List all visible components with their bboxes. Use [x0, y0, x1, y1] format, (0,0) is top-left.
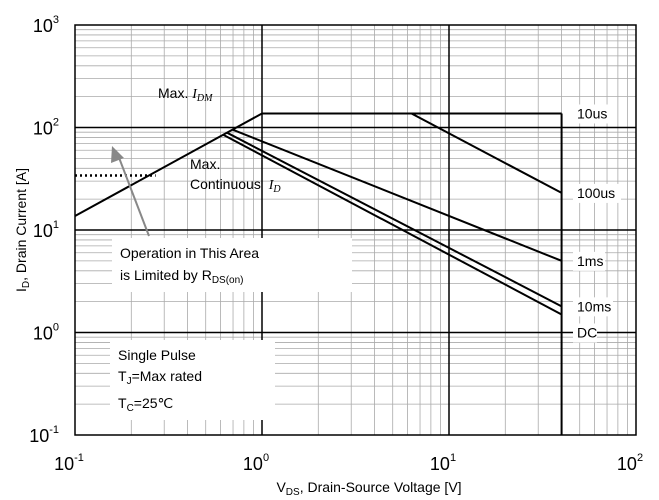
x-tick-label: 100 [243, 452, 269, 474]
series-label-DC: DC [577, 325, 597, 341]
series-line-10us [74, 112, 562, 217]
y-tick-labels: 10-1 100 101 102 103 [29, 14, 59, 446]
plot-frame [74, 24, 637, 436]
y-tick-label: 102 [33, 117, 59, 139]
x-tick-label: 101 [430, 452, 456, 474]
series-line-100us [286, 112, 563, 194]
conditions-line2: TJ=Max rated [118, 368, 202, 387]
y-tick-label: 103 [33, 14, 59, 36]
max-continuous-label-line2: Continuous ID [190, 176, 281, 195]
series-label-10ms: 10ms [577, 298, 611, 314]
y-tick-label: 10-1 [29, 424, 59, 446]
series-label-100us: 100us [577, 185, 615, 201]
series-line-DC [222, 133, 563, 316]
conditions-line3: TC=25℃ [118, 395, 173, 414]
series-label-bg [573, 104, 613, 124]
arrow-head [111, 146, 124, 163]
series-label-1ms: 1ms [577, 253, 603, 269]
series-label-bg [573, 183, 621, 203]
conditions-background [110, 340, 275, 420]
series-lines [74, 112, 563, 316]
series-labels: 10us 100us 1ms 10ms DC [573, 104, 621, 343]
rdson-label-line2: is Limited by RDS(on) [120, 267, 244, 286]
rdson-label-line1: Operation in This Area [120, 245, 259, 261]
x-tick-label: 102 [617, 452, 643, 474]
series-line-1ms [232, 128, 562, 262]
x-tick-label: 10-1 [54, 452, 84, 474]
rdson-label-background [112, 238, 352, 292]
y-tick-label: 101 [33, 219, 59, 241]
series-label-bg [573, 251, 605, 271]
y-axis-title: ID, Drain Current [A] [13, 168, 32, 292]
x-tick-labels: 10-1 100 101 102 [54, 452, 643, 474]
idm-label: Max. IDM [158, 85, 213, 104]
major-grid [75, 25, 636, 435]
y-tick-label: 100 [33, 322, 59, 344]
rdson-arrow [111, 146, 150, 237]
series-label-10us: 10us [577, 105, 607, 121]
max-continuous-label-line1: Max. [190, 156, 220, 172]
x-axis-title: VDS, Drain-Source Voltage [V] [276, 479, 461, 498]
series-line-10ms [226, 131, 563, 308]
series-label-bg [573, 323, 597, 343]
conditions-line1: Single Pulse [118, 347, 196, 363]
arrow-shaft [117, 154, 150, 237]
series-label-bg [573, 297, 613, 317]
reference-lines [75, 113, 563, 435]
